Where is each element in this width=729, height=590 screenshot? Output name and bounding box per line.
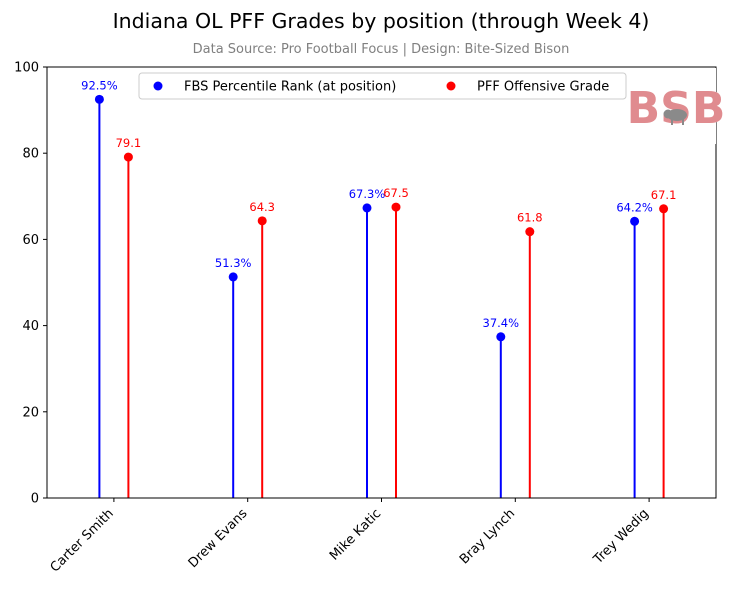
chart-subtitle: Data Source: Pro Football Focus | Design… [193, 42, 570, 57]
legend: FBS Percentile Rank (at position) PFF Of… [138, 72, 627, 100]
data-label-grade-bray-lynch: 61.8 [517, 211, 543, 225]
point-percentile-mike-katic [362, 203, 372, 213]
point-grade-mike-katic [391, 202, 401, 212]
point-grade-drew-evans [257, 216, 267, 226]
x-tick-label-bray-lynch: Bray Lynch [457, 506, 518, 567]
y-tick-label: 40 [22, 319, 39, 334]
data-label-percentile-carter-smith: 92.5% [81, 78, 118, 92]
y-tick-label: 60 [22, 233, 39, 248]
legend-box [138, 72, 627, 100]
legend-label-percentile: FBS Percentile Rank (at position) [184, 80, 396, 95]
data-label-percentile-bray-lynch: 37.4% [483, 316, 520, 330]
chart-marks: 92.5% 79.1 51.3% 64.3 67.3%67.5 37.4% 61.8 64.2… [81, 78, 676, 498]
x-tick-label-carter-smith: Carter Smith [48, 506, 117, 575]
x-tick-label-trey-wedig: Trey Wedig [590, 506, 652, 568]
legend-marker-percentile [153, 81, 163, 91]
bsb-logo: BSB [627, 68, 726, 144]
data-label-grade-trey-wedig: 67.1 [651, 188, 677, 202]
data-label-grade-carter-smith: 79.1 [116, 136, 142, 150]
logo-background [633, 68, 716, 144]
x-axis: Carter Smith Drew Evans Mike Katic Bray Lyn… [48, 498, 652, 575]
y-tick-label: 0 [31, 492, 39, 507]
point-percentile-trey-wedig [630, 216, 640, 226]
point-grade-carter-smith [123, 152, 133, 162]
point-grade-trey-wedig [659, 204, 669, 214]
logo-text: BSB [627, 83, 726, 134]
y-tick-label: 100 [14, 61, 39, 76]
plot-area: 92.5% 79.1 51.3% 64.3 67.3%67.5 37.4% 61.8 64.2… [14, 61, 717, 575]
point-percentile-bray-lynch [496, 332, 506, 342]
y-tick-label: 20 [22, 405, 39, 420]
point-percentile-carter-smith [94, 94, 104, 104]
bison-icon [663, 109, 687, 125]
data-label-grade-drew-evans: 64.3 [249, 200, 275, 214]
point-grade-bray-lynch [525, 227, 535, 237]
legend-label-grade: PFF Offensive Grade [477, 80, 609, 95]
y-axis: 0 20 40 60 80 100 [14, 61, 47, 507]
plot-frame [46, 66, 717, 499]
data-label-percentile-drew-evans: 51.3% [215, 256, 252, 270]
point-percentile-drew-evans [228, 272, 238, 282]
x-tick-label-mike-katic: Mike Katic [327, 506, 384, 563]
data-label-percentile-trey-wedig: 64.2% [616, 200, 653, 214]
x-tick-label-drew-evans: Drew Evans [186, 506, 251, 571]
legend-marker-grade [446, 81, 456, 91]
data-label-percentile-mike-katic: 67.3% [349, 187, 386, 201]
data-label-grade-mike-katic: 67.5 [383, 186, 409, 200]
y-tick-label: 80 [22, 147, 39, 162]
chart-title: Indiana OL PFF Grades by position (throu… [113, 9, 650, 33]
